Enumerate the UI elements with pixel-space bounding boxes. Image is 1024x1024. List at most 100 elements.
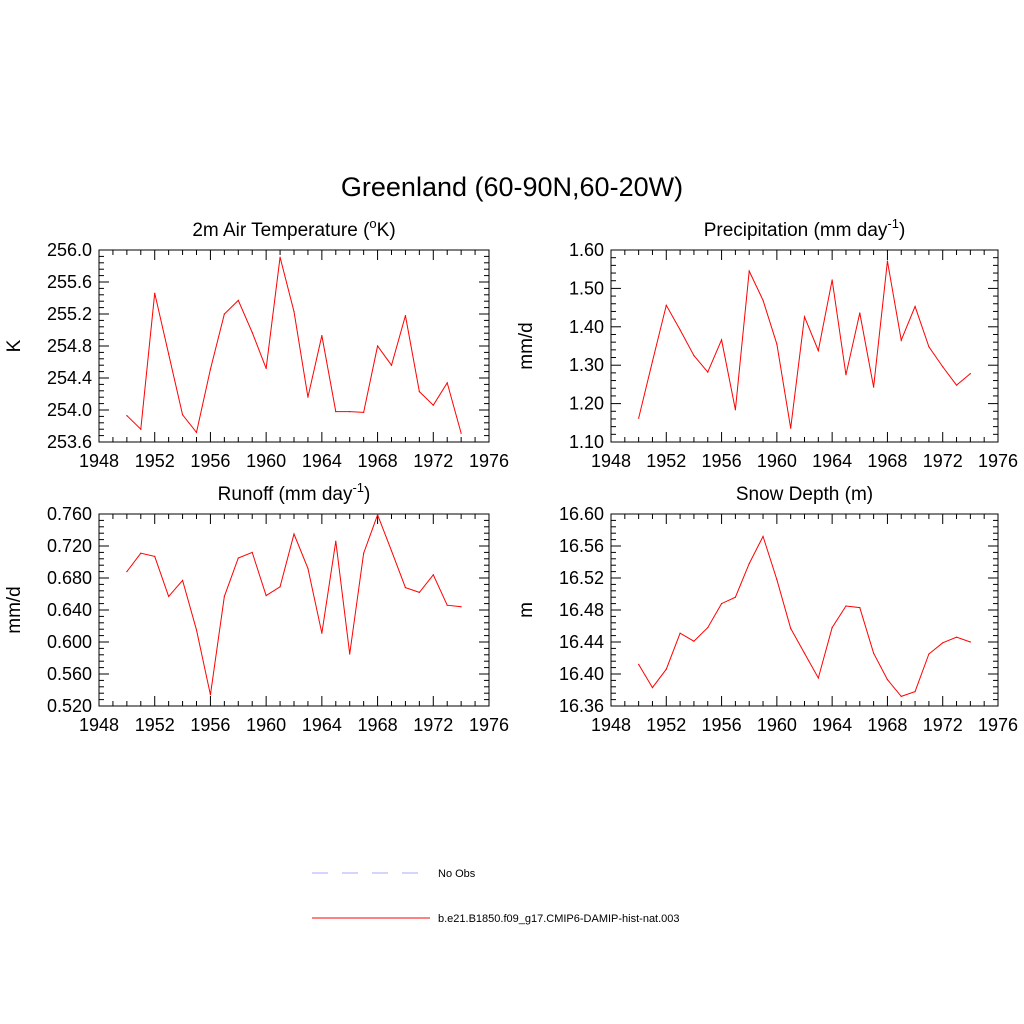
- snow-depth-data-point: [803, 652, 806, 654]
- snow-depth-data-point: [969, 641, 971, 643]
- runoff-data-point: [168, 595, 170, 598]
- runoff-y-tick-label: 0.680: [47, 568, 92, 588]
- air-temperature-data-point: [140, 428, 142, 430]
- precipitation-x-tick-label: 1960: [757, 451, 797, 471]
- snow-depth-data-point: [873, 652, 875, 654]
- snow-depth-x-tick-label: 1964: [812, 715, 852, 735]
- runoff-data-point: [446, 604, 448, 606]
- air-temperature-x-tick-label: 1964: [302, 451, 342, 471]
- precipitation-data-point: [873, 386, 875, 388]
- snow-depth-data-point: [748, 563, 750, 565]
- runoff-x-tick-label: 1972: [413, 715, 453, 735]
- precipitation-data-point: [665, 304, 667, 306]
- precipitation-data-point: [734, 409, 736, 411]
- runoff-data-point: [223, 595, 225, 598]
- snow-depth-x-tick-label: 1960: [757, 715, 797, 735]
- runoff-data-point: [181, 579, 184, 582]
- snow-depth-data-point: [914, 691, 916, 693]
- runoff-x-tick-label: 1952: [135, 715, 175, 735]
- snow-depth-x-tick-label: 1948: [591, 715, 631, 735]
- precipitation-data-point: [859, 312, 861, 314]
- snow-depth-y-tick-label: 16.48: [559, 600, 604, 620]
- runoff-data-point: [126, 571, 128, 573]
- air-temperature-data-point: [460, 432, 462, 434]
- runoff-data-point: [432, 574, 434, 576]
- precipitation-data-point: [651, 360, 654, 362]
- snow-depth-data-point: [638, 663, 640, 666]
- air-temperature-data-point: [363, 411, 365, 413]
- snow-depth-data-point: [734, 596, 736, 598]
- air-temperature-y-axis-label: K: [4, 339, 25, 352]
- precipitation-y-tick-label: 1.10: [569, 432, 604, 452]
- runoff-plot-frame: [98, 513, 490, 707]
- runoff-y-tick-label: 0.720: [47, 536, 92, 556]
- precipitation-x-tick-label: 1948: [591, 451, 631, 471]
- snow-depth-data-point: [665, 668, 667, 670]
- runoff-data-point: [363, 552, 365, 554]
- air-temperature-data-point: [349, 411, 351, 413]
- runoff-data-point: [265, 595, 267, 597]
- precipitation-data-point: [803, 316, 806, 318]
- air-temperature-data-point: [404, 315, 407, 317]
- air-temperature-data-point: [446, 382, 448, 384]
- snow-depth-title: Snow Depth (m): [736, 484, 873, 505]
- runoff-y-tick-label: 0.520: [47, 696, 92, 716]
- runoff-data-point: [335, 540, 337, 542]
- snow-depth-y-tick-label: 16.56: [559, 536, 604, 556]
- snow-depth-data-point: [845, 605, 847, 607]
- runoff-data-point: [209, 694, 212, 696]
- air-temperature-data-point: [335, 411, 337, 413]
- precipitation-data-point: [720, 339, 723, 341]
- snow-depth-data-point: [928, 653, 930, 655]
- runoff-data-point: [307, 567, 309, 570]
- runoff-data-point: [140, 552, 142, 554]
- snow-depth-data-point: [859, 607, 861, 609]
- precipitation-title: Precipitation (mm day-1): [704, 216, 906, 241]
- snow-depth-data-point: [955, 636, 958, 638]
- air-temperature-data-point: [418, 391, 420, 393]
- air-temperature-y-tick-label: 253.6: [47, 432, 92, 452]
- air-temperature-y-tick-label: 254.4: [47, 368, 92, 388]
- snow-depth-x-tick-label: 1956: [702, 715, 742, 735]
- panel-snow-depth: Snow Depth (m) 1948 1952 1956 1960 1964 1968 19…: [516, 484, 1018, 735]
- air-temperature-title: 2m Air Temperature (oK): [192, 216, 395, 241]
- precipitation-data-point: [748, 270, 750, 272]
- runoff-y-tick-label: 0.760: [47, 504, 92, 524]
- runoff-x-tick-label: 1968: [358, 715, 398, 735]
- runoff-data-point: [251, 551, 253, 554]
- snow-depth-plot-frame: [610, 513, 999, 707]
- snow-depth-data-point: [886, 679, 889, 681]
- runoff-x-tick-label: 1960: [246, 715, 286, 735]
- runoff-title: Runoff (mm day-1): [218, 480, 371, 505]
- runoff-data-point: [279, 586, 281, 588]
- panel-runoff: Runoff (mm day-1) 1948 1952 1956 1960 1964 196…: [4, 480, 509, 735]
- runoff-data-point: [376, 514, 379, 516]
- air-temperature-data-point: [293, 311, 295, 313]
- precipitation-data-point: [707, 371, 709, 373]
- runoff-x-tick-label: 1948: [79, 715, 119, 735]
- precipitation-y-tick-label: 1.50: [569, 278, 604, 298]
- precipitation-data-point: [790, 427, 792, 429]
- snow-depth-data-point: [720, 603, 723, 605]
- air-temperature-data-point: [321, 335, 323, 337]
- air-temperature-data-point: [390, 364, 393, 366]
- runoff-y-tick-label: 0.640: [47, 600, 92, 620]
- snow-depth-y-tick-label: 16.52: [559, 568, 604, 588]
- precipitation-data-point: [928, 346, 930, 348]
- runoff-data-point: [404, 587, 407, 589]
- runoff-x-tick-label: 1976: [469, 715, 509, 735]
- snow-depth-y-tick-label: 16.60: [559, 504, 604, 524]
- precipitation-x-tick-label: 1972: [923, 451, 963, 471]
- air-temperature-data-point: [126, 415, 128, 417]
- precipitation-x-tick-label: 1964: [812, 451, 852, 471]
- snow-depth-x-tick-label: 1976: [978, 715, 1018, 735]
- runoff-data-point: [321, 632, 323, 634]
- snow-depth-data-point: [776, 579, 778, 581]
- precipitation-data-point: [955, 384, 958, 386]
- precipitation-x-tick-label: 1976: [978, 451, 1018, 471]
- air-temperature-data-point: [223, 313, 225, 315]
- panel-air-temperature: 2m Air Temperature (oK) 1948 1952 1956 1960 1…: [4, 216, 509, 471]
- precipitation-data-point: [776, 343, 778, 345]
- precipitation-data-point: [831, 279, 833, 281]
- runoff-data-point: [418, 591, 420, 594]
